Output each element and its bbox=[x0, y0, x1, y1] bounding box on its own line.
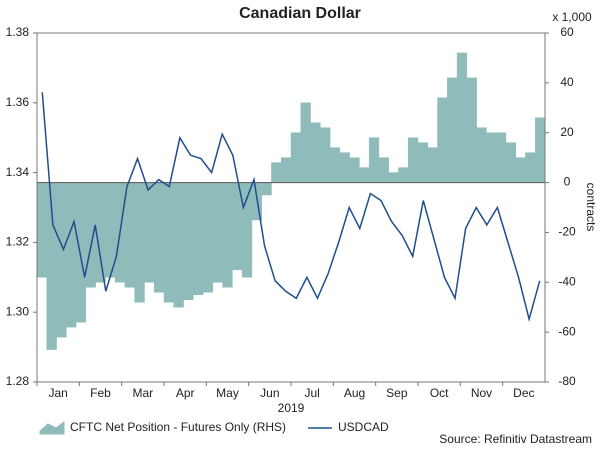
area-step bbox=[466, 77, 477, 183]
area-step bbox=[476, 127, 487, 183]
y2-tick-label: -60 bbox=[558, 324, 576, 338]
area-step bbox=[193, 182, 204, 295]
area-step bbox=[183, 182, 194, 300]
area-step bbox=[349, 157, 360, 183]
y-tick-label: 1.34 bbox=[6, 165, 30, 179]
legend-area-icon bbox=[39, 421, 65, 435]
y-tick-label: 1.38 bbox=[6, 25, 30, 39]
chart-title: Canadian Dollar bbox=[239, 5, 361, 22]
area-step bbox=[525, 152, 536, 183]
area-step bbox=[280, 157, 292, 183]
area-step bbox=[222, 182, 233, 288]
area-step bbox=[427, 147, 438, 183]
x-tick-label: Feb bbox=[90, 386, 111, 400]
area-step bbox=[173, 182, 184, 308]
area-step bbox=[486, 132, 497, 183]
area-step bbox=[261, 182, 272, 196]
x-tick-label: Oct bbox=[430, 386, 449, 400]
y-tick-label: 1.30 bbox=[6, 304, 30, 318]
y2-tick-label: -20 bbox=[558, 225, 576, 239]
y2-unit: x 1,000 bbox=[552, 10, 592, 24]
x-tick-label: Jun bbox=[260, 386, 279, 400]
x-tick-label: Nov bbox=[471, 386, 492, 400]
area-step bbox=[320, 127, 331, 183]
area-step bbox=[329, 147, 341, 183]
y2-tick-label: 0 bbox=[564, 175, 571, 189]
area-step bbox=[134, 182, 145, 303]
area-step bbox=[378, 157, 389, 183]
y-tick-label: 1.32 bbox=[6, 235, 30, 249]
legend-label: USDCAD bbox=[338, 420, 389, 434]
area-step bbox=[85, 182, 96, 288]
area-step bbox=[153, 182, 165, 293]
area-step bbox=[271, 162, 282, 183]
area-step bbox=[534, 117, 546, 183]
x-tick-label: Jan bbox=[48, 386, 67, 400]
area-step bbox=[359, 167, 370, 183]
legend-label: CFTC Net Position - Futures Only (RHS) bbox=[70, 420, 286, 434]
area-step bbox=[368, 137, 380, 183]
x-tick-label: May bbox=[216, 386, 239, 400]
area-step bbox=[407, 137, 419, 183]
usdcad-line bbox=[41, 92, 541, 323]
x-axis-label: 2019 bbox=[278, 401, 305, 415]
y2-axis-label: contracts bbox=[584, 183, 598, 232]
x-tick-label: Mar bbox=[132, 386, 153, 400]
area-step bbox=[163, 182, 175, 303]
y2-tick-label: 40 bbox=[560, 75, 574, 89]
area-step bbox=[339, 152, 350, 183]
area-step bbox=[417, 142, 429, 183]
area-step bbox=[300, 102, 311, 183]
area-step bbox=[456, 52, 468, 183]
y2-tick-label: -40 bbox=[558, 274, 576, 288]
x-tick-label: Aug bbox=[344, 386, 365, 400]
x-tick-label: Sep bbox=[386, 386, 408, 400]
area-step bbox=[515, 157, 526, 183]
area-step bbox=[124, 182, 135, 288]
area-step bbox=[437, 97, 448, 183]
area-step bbox=[56, 182, 67, 338]
area-step bbox=[290, 132, 302, 183]
area-step bbox=[144, 182, 155, 283]
area-step bbox=[212, 182, 223, 283]
area-step bbox=[66, 182, 77, 328]
area-step bbox=[398, 167, 409, 183]
area-step bbox=[505, 142, 516, 183]
x-tick-label: Apr bbox=[176, 386, 195, 400]
source: Source: Refinitiv Datastream bbox=[439, 432, 592, 446]
y-tick-label: 1.28 bbox=[6, 374, 30, 388]
y2-tick-label: 60 bbox=[560, 25, 574, 39]
area-step bbox=[36, 182, 48, 278]
area-step bbox=[447, 77, 458, 183]
y2-tick-label: 20 bbox=[560, 125, 574, 139]
area-step bbox=[388, 172, 399, 183]
area-step bbox=[310, 122, 321, 183]
x-tick-label: Dec bbox=[513, 386, 534, 400]
area-step bbox=[202, 182, 214, 293]
y-tick-label: 1.36 bbox=[6, 95, 30, 109]
y2-tick-label: -80 bbox=[558, 374, 576, 388]
x-tick-label: Jul bbox=[304, 386, 319, 400]
area-step bbox=[495, 132, 507, 183]
area-step bbox=[75, 182, 87, 323]
